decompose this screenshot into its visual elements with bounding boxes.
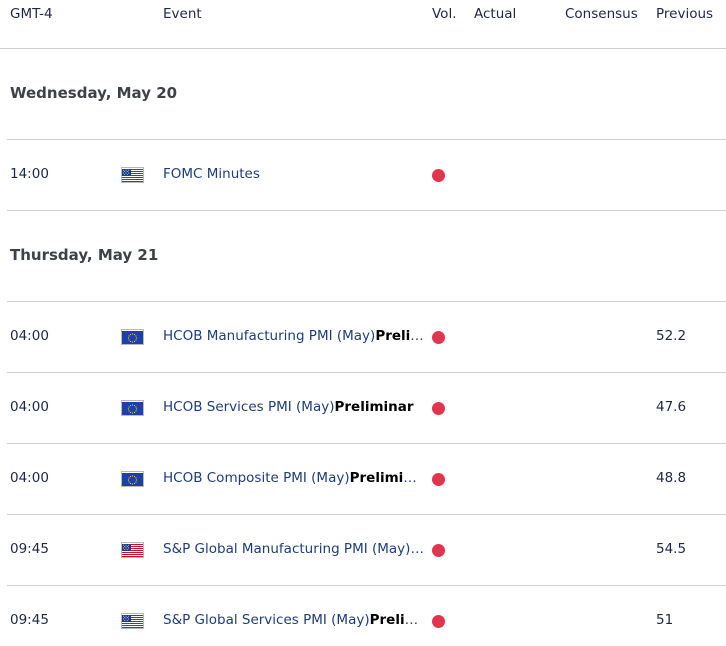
divider xyxy=(7,139,726,140)
event-row[interactable]: 14:00 FOMC Minutes xyxy=(0,164,726,186)
high-volatility-icon xyxy=(432,615,445,628)
event-title[interactable]: HCOB Manufacturing PMI (May)Preliminar xyxy=(163,328,425,344)
event-suffix: Preliminar xyxy=(369,612,425,628)
event-time: 09:45 xyxy=(10,541,49,557)
previous-value: 52.2 xyxy=(656,328,687,344)
event-title[interactable]: FOMC Minutes xyxy=(163,166,425,182)
event-name: S&P Global Services PMI (May) xyxy=(163,612,370,628)
us-flag-icon xyxy=(121,542,144,558)
eu-flag-icon xyxy=(121,329,144,345)
divider xyxy=(7,585,726,586)
event-title[interactable]: HCOB Services PMI (May)Preliminar xyxy=(163,399,425,415)
table-header: GMT-4 Event Vol. Actual Consensus Previo… xyxy=(0,0,726,49)
high-volatility-icon xyxy=(432,331,445,344)
event-name: S&P Global Manufacturing PMI (May) xyxy=(163,541,411,557)
event-time: 09:45 xyxy=(10,612,49,628)
us-flag-icon xyxy=(121,613,144,629)
event-time: 04:00 xyxy=(10,399,49,415)
timezone-header[interactable]: GMT-4 xyxy=(10,6,53,22)
high-volatility-icon xyxy=(432,544,445,557)
day-heading: Thursday, May 21 xyxy=(10,246,159,264)
event-suffix: Preliminar xyxy=(375,328,425,344)
high-volatility-icon xyxy=(432,402,445,415)
actual-header: Actual xyxy=(474,6,517,22)
us-flag-icon xyxy=(121,167,144,183)
event-name: HCOB Manufacturing PMI (May) xyxy=(163,328,376,344)
event-title[interactable]: S&P Global Services PMI (May)Preliminar xyxy=(163,612,425,628)
previous-value: 51 xyxy=(656,612,674,628)
divider xyxy=(7,301,726,302)
event-time: 04:00 xyxy=(10,328,49,344)
divider xyxy=(7,210,726,211)
event-name: HCOB Services PMI (May) xyxy=(163,399,335,415)
day-heading: Wednesday, May 20 xyxy=(10,84,178,102)
event-time: 04:00 xyxy=(10,470,49,486)
divider xyxy=(7,514,726,515)
previous-value: 54.5 xyxy=(656,541,687,557)
event-row[interactable]: 04:00 HCOB Services PMI (May)Preliminar … xyxy=(0,397,726,419)
event-header: Event xyxy=(163,6,202,22)
event-title[interactable]: S&P Global Manufacturing PMI (May)Prelim… xyxy=(163,541,425,557)
divider xyxy=(7,443,726,444)
event-row[interactable]: 09:45 S&P Global Services PMI (May)Preli… xyxy=(0,610,726,632)
event-time: 14:00 xyxy=(10,166,49,182)
event-suffix: Preliminar xyxy=(334,399,414,415)
event-suffix: Preliminar xyxy=(349,470,425,486)
eu-flag-icon xyxy=(121,400,144,416)
high-volatility-icon xyxy=(432,169,445,182)
high-volatility-icon xyxy=(432,473,445,486)
event-name: FOMC Minutes xyxy=(163,166,260,182)
eu-flag-icon xyxy=(121,471,144,487)
event-row[interactable]: 04:00 HCOB Manufacturing PMI (May)Prelim… xyxy=(0,326,726,348)
consensus-header: Consensus xyxy=(565,6,638,22)
previous-header: Previous xyxy=(656,6,714,22)
previous-value: 47.6 xyxy=(656,399,687,415)
event-name: HCOB Composite PMI (May) xyxy=(163,470,350,486)
volatility-header: Vol. xyxy=(432,6,457,22)
event-title[interactable]: HCOB Composite PMI (May)Preliminar xyxy=(163,470,425,486)
previous-value: 48.8 xyxy=(656,470,687,486)
divider xyxy=(7,372,726,373)
event-row[interactable]: 04:00 HCOB Composite PMI (May)Preliminar… xyxy=(0,468,726,490)
event-row[interactable]: 09:45 S&P Global Manufacturing PMI (May)… xyxy=(0,539,726,561)
